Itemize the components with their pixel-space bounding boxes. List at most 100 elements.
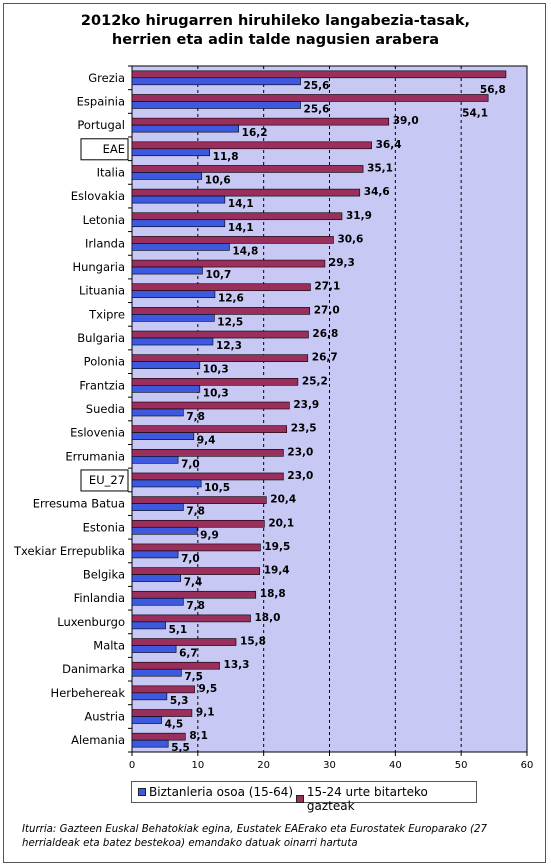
bar-series1: [131, 361, 201, 369]
category-label: Malta: [93, 639, 125, 653]
category-label: EU_27: [89, 473, 125, 487]
chart-title-line2: herrien eta adin talde nagusien arabera: [111, 32, 440, 48]
data-label-series1: 6,7: [179, 648, 198, 660]
data-label-series2: 20,4: [270, 494, 296, 506]
data-label-series1: 4,5: [165, 719, 184, 731]
bar-series2: [131, 614, 251, 623]
bar-series2: [131, 236, 334, 244]
bar-series2: [131, 472, 284, 481]
category-label: Polonia: [84, 355, 125, 369]
category-label: Letonia: [83, 213, 125, 227]
bar-series1: [131, 314, 215, 322]
legend-swatch-series2: [296, 795, 304, 803]
bar-series2: [131, 378, 299, 386]
legend-swatch-series1: [138, 788, 146, 796]
bar-series2: [131, 165, 364, 173]
bar-series1: [131, 266, 203, 275]
bar-series1: [131, 621, 166, 630]
data-label-series2: 35,1: [367, 162, 393, 174]
data-label-series1: 7,8: [186, 411, 205, 423]
category-label: Eslovakia: [71, 189, 125, 203]
bar-series1: [131, 172, 203, 180]
data-label-series1: 25,6: [304, 80, 330, 92]
legend: Biztanleria osoa (15-64) 15-24 urte bita…: [131, 781, 477, 813]
bar-series2: [131, 188, 361, 197]
data-label-series2: 34,6: [364, 186, 390, 198]
data-label-series1: 10,3: [203, 387, 229, 399]
bar-series2: [131, 449, 284, 457]
data-label-series1: 12,5: [217, 316, 243, 328]
chart-title-line1: 2012ko hirugarren hiruhileko langabezia-…: [80, 13, 471, 29]
bar-series1: [131, 195, 226, 204]
bar-series2: [131, 70, 507, 79]
bar-series1: [131, 692, 168, 701]
data-label-series2: 29,3: [329, 257, 355, 269]
bar-series1: [131, 597, 184, 606]
data-label-series2: 23,9: [293, 399, 319, 411]
category-label: Errumania: [65, 449, 125, 463]
data-label-series1: 10,5: [204, 482, 230, 494]
bar-series2: [131, 661, 220, 670]
category-label: Belgika: [83, 568, 125, 582]
bar-series1: [131, 148, 210, 157]
data-label-series1: 14,8: [232, 245, 258, 257]
category-label: Erresuma Batua: [33, 497, 125, 511]
data-label-series2: 54,1: [462, 107, 488, 119]
category-label: Bulgaria: [77, 331, 125, 345]
bar-series2: [131, 401, 290, 410]
bar-series2: [131, 117, 390, 126]
category-label: Portugal: [77, 118, 125, 132]
data-label-series2: 13,3: [224, 659, 250, 671]
bar-series1: [131, 290, 216, 299]
bar-series1: [131, 645, 177, 653]
data-label-series1: 7,8: [186, 600, 205, 612]
legend-label-series1: Biztanleria osoa (15-64): [149, 785, 294, 799]
category-label: Grezia: [88, 71, 125, 85]
legend-item-series2: 15-24 urte bitarteko gazteak: [296, 785, 476, 813]
data-label-series1: 7,0: [181, 458, 200, 470]
data-label-series1: 10,3: [203, 364, 229, 376]
x-tick-label: 40: [389, 760, 402, 771]
data-label-series1: 25,6: [304, 103, 330, 115]
data-label-series1: 14,1: [228, 198, 254, 210]
bar-chart: 0 10 20 30 40 50 60 56,8 25,6 Grezia 54,1 25,6 Espai…: [13, 65, 534, 771]
data-label-series1: 5,1: [169, 624, 188, 636]
bar-series1: [131, 408, 184, 417]
bar-series1: [131, 574, 182, 582]
bar-series2: [131, 330, 309, 339]
data-label-series2: 26,7: [312, 352, 338, 364]
category-highlight-box: [80, 138, 129, 161]
x-tick-label: 60: [521, 760, 534, 771]
bar-series2: [131, 141, 372, 150]
category-label: Danimarka: [62, 662, 125, 676]
bar-series2: [131, 519, 265, 528]
bar-series1: [131, 479, 202, 488]
bar-series1: [131, 243, 230, 251]
category-label: Luxenburgo: [57, 615, 125, 629]
data-label-series2: 56,8: [480, 84, 506, 96]
category-label: Txipre: [88, 307, 125, 321]
bar-series1: [131, 124, 239, 133]
data-label-series2: 23,5: [291, 423, 317, 435]
bar-series1: [131, 668, 182, 677]
bar-series1: [131, 526, 198, 535]
data-label-series1: 5,5: [171, 742, 190, 754]
bar-series2: [131, 638, 237, 646]
bar-series2: [131, 590, 257, 599]
data-label-series1: 14,1: [228, 222, 254, 234]
bar-series2: [131, 425, 288, 433]
category-highlight-box: [80, 469, 129, 492]
bar-series2: [131, 567, 261, 575]
data-label-series1: 7,0: [181, 553, 200, 565]
x-tick-label: 50: [455, 760, 468, 771]
category-label: Finlandia: [74, 591, 125, 605]
data-label-series1: 10,7: [205, 269, 231, 281]
bar-series2: [131, 212, 343, 221]
category-label: Irlanda: [85, 236, 125, 250]
bar-series2: [131, 543, 261, 552]
data-label-series2: 39,0: [393, 115, 419, 127]
data-label-series2: 23,0: [287, 446, 313, 458]
legend-label-series2: 15-24 urte bitarteko gazteak: [306, 785, 428, 813]
data-label-series2: 15,8: [240, 636, 266, 648]
bar-series1: [131, 219, 226, 228]
